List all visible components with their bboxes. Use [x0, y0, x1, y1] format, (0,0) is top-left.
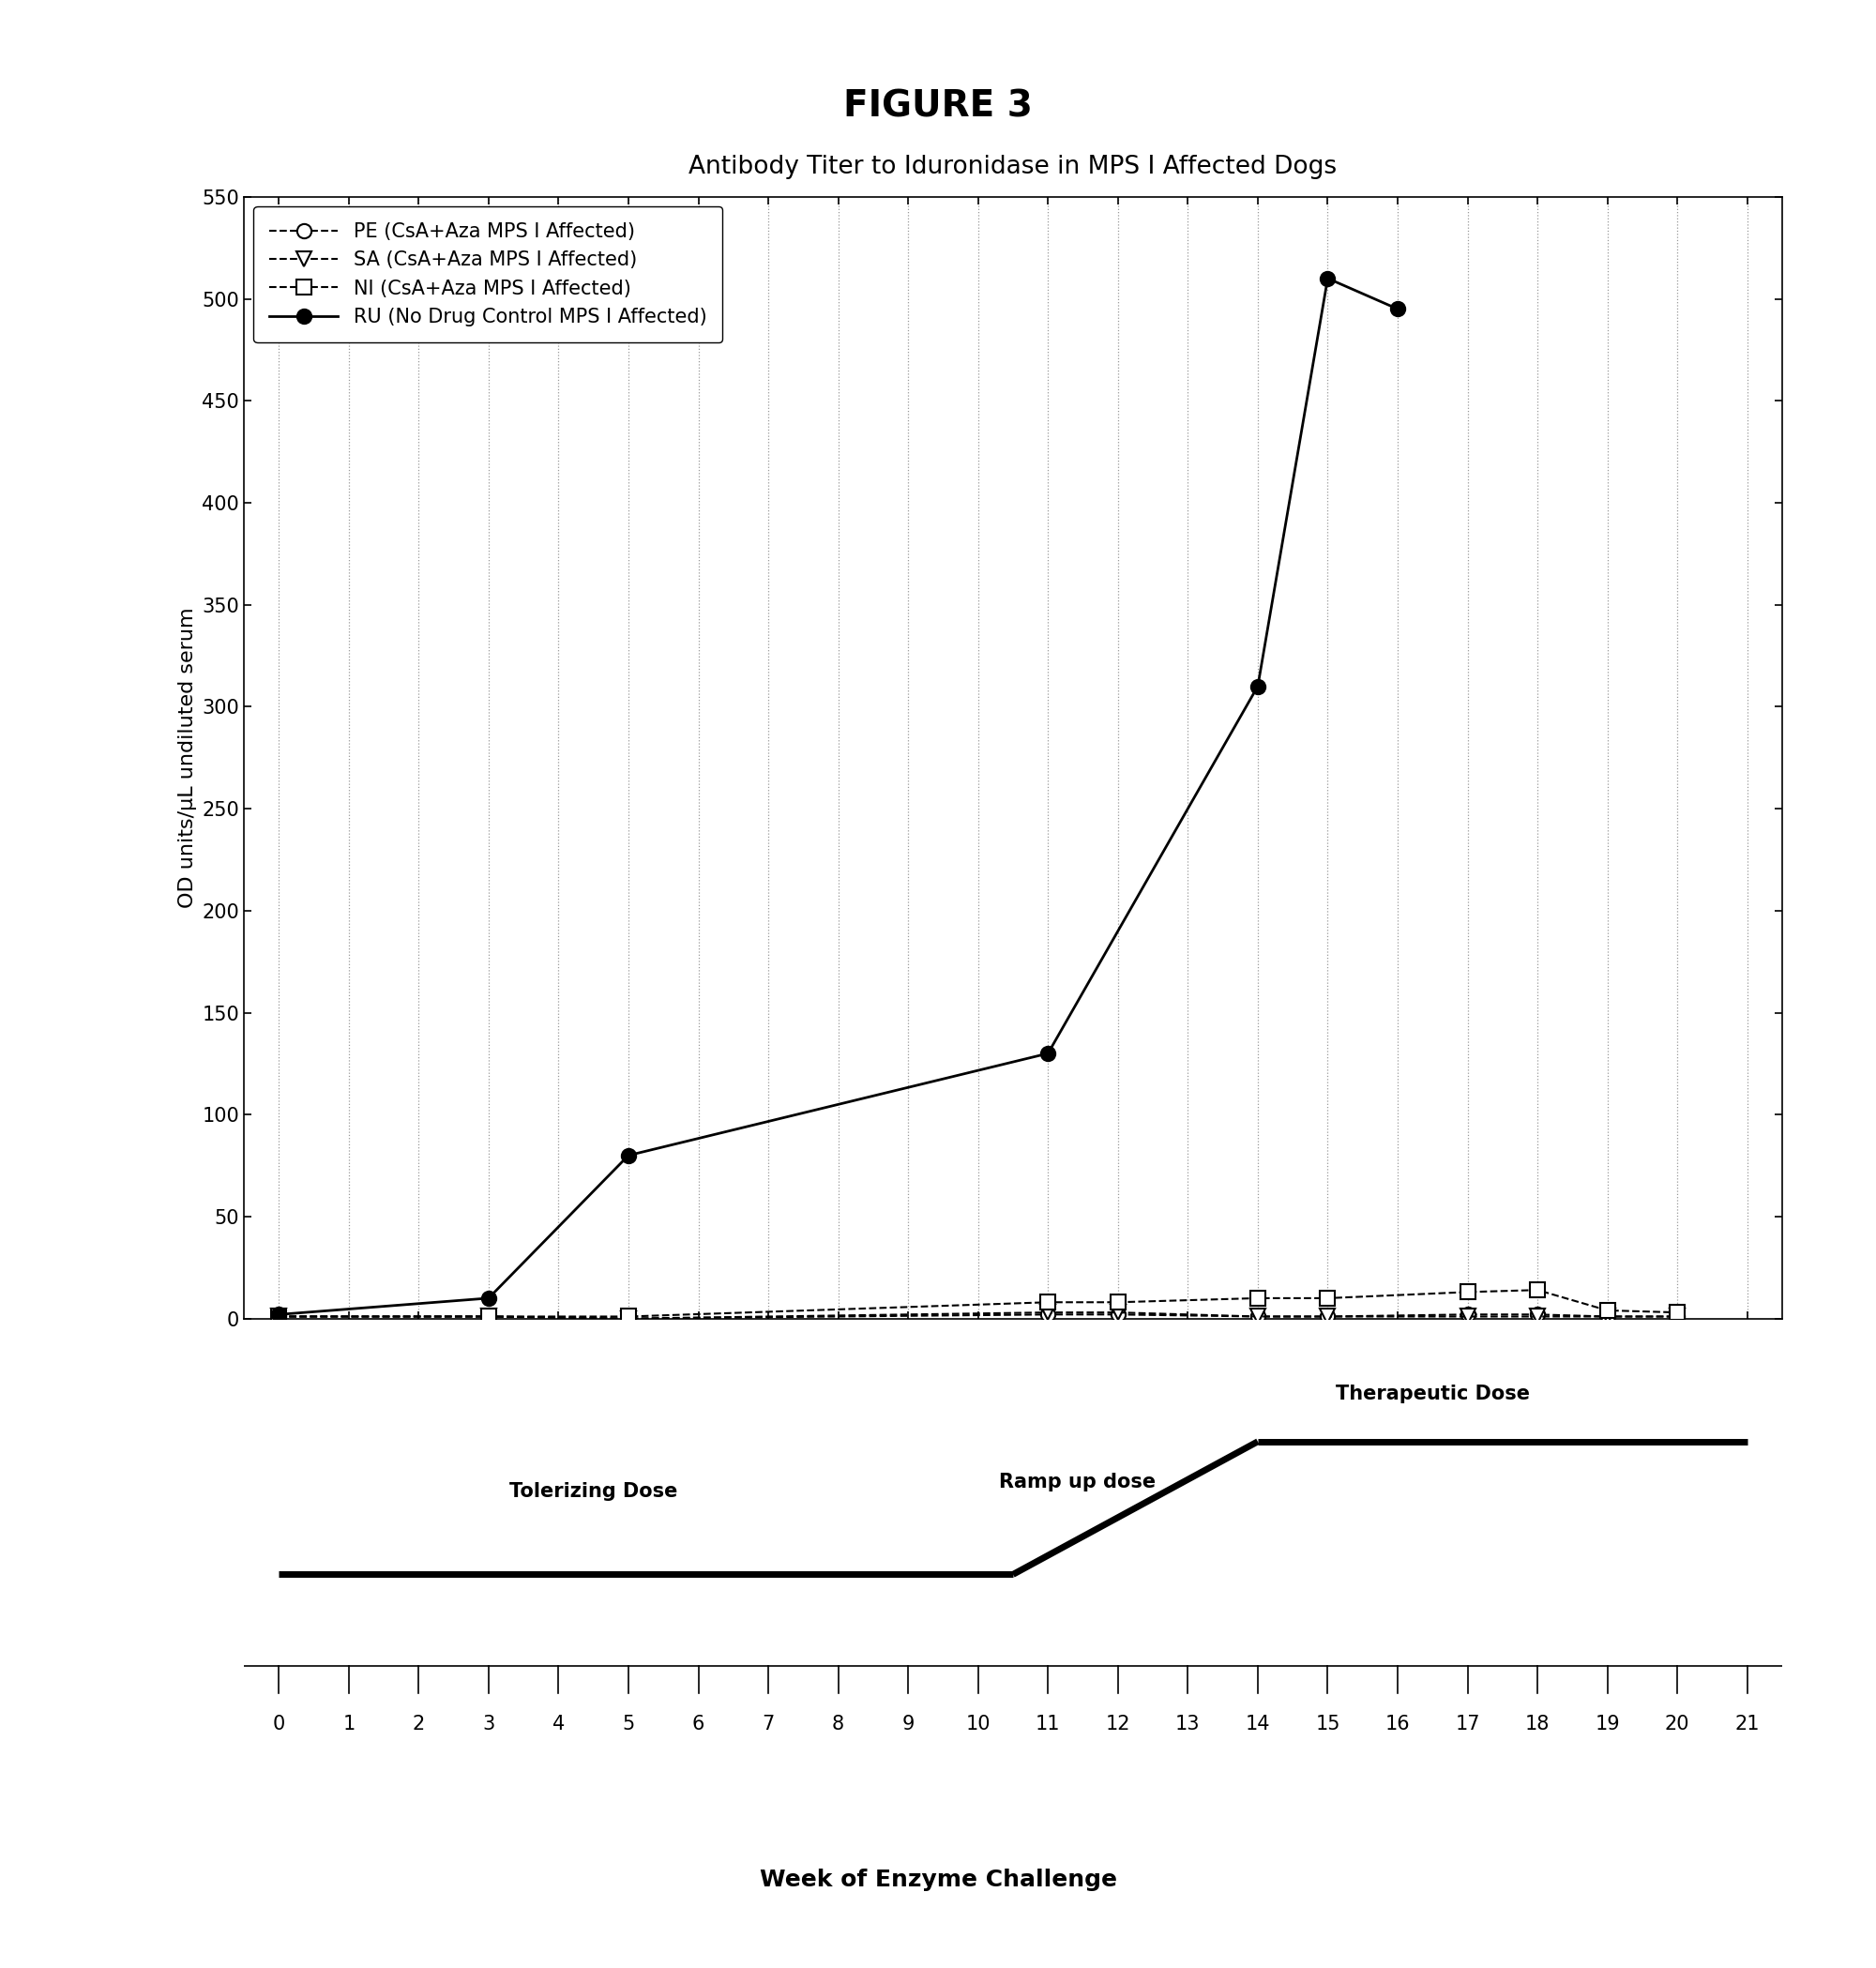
Title: Antibody Titer to Iduronidase in MPS I Affected Dogs: Antibody Titer to Iduronidase in MPS I A… — [688, 155, 1338, 179]
Text: 4: 4 — [552, 1714, 565, 1734]
Text: 7: 7 — [762, 1714, 775, 1734]
Text: Ramp up dose: Ramp up dose — [1000, 1472, 1156, 1492]
Text: 13: 13 — [1176, 1714, 1201, 1734]
Text: 9: 9 — [902, 1714, 914, 1734]
Text: 12: 12 — [1105, 1714, 1131, 1734]
Text: 16: 16 — [1384, 1714, 1411, 1734]
Text: Therapeutic Dose: Therapeutic Dose — [1336, 1384, 1529, 1403]
Legend: PE (CsA+Aza MPS I Affected), SA (CsA+Aza MPS I Affected), NI (CsA+Aza MPS I Affe: PE (CsA+Aza MPS I Affected), SA (CsA+Aza… — [253, 207, 722, 342]
Y-axis label: OD units/μL undiluted serum: OD units/μL undiluted serum — [178, 608, 197, 907]
Text: 0: 0 — [272, 1714, 285, 1734]
Text: 17: 17 — [1456, 1714, 1480, 1734]
Text: 21: 21 — [1735, 1714, 1760, 1734]
Text: 3: 3 — [482, 1714, 495, 1734]
Text: 2: 2 — [413, 1714, 424, 1734]
Text: FIGURE 3: FIGURE 3 — [844, 89, 1032, 124]
Text: Tolerizing Dose: Tolerizing Dose — [510, 1482, 677, 1500]
Text: 15: 15 — [1315, 1714, 1339, 1734]
Text: 1: 1 — [343, 1714, 355, 1734]
Text: 11: 11 — [1036, 1714, 1060, 1734]
Text: 18: 18 — [1525, 1714, 1550, 1734]
Text: 20: 20 — [1664, 1714, 1690, 1734]
Text: 6: 6 — [692, 1714, 705, 1734]
Text: 14: 14 — [1246, 1714, 1270, 1734]
Text: 8: 8 — [833, 1714, 844, 1734]
Text: Week of Enzyme Challenge: Week of Enzyme Challenge — [760, 1868, 1116, 1891]
Text: 5: 5 — [623, 1714, 634, 1734]
Text: 19: 19 — [1595, 1714, 1619, 1734]
Text: 10: 10 — [966, 1714, 991, 1734]
